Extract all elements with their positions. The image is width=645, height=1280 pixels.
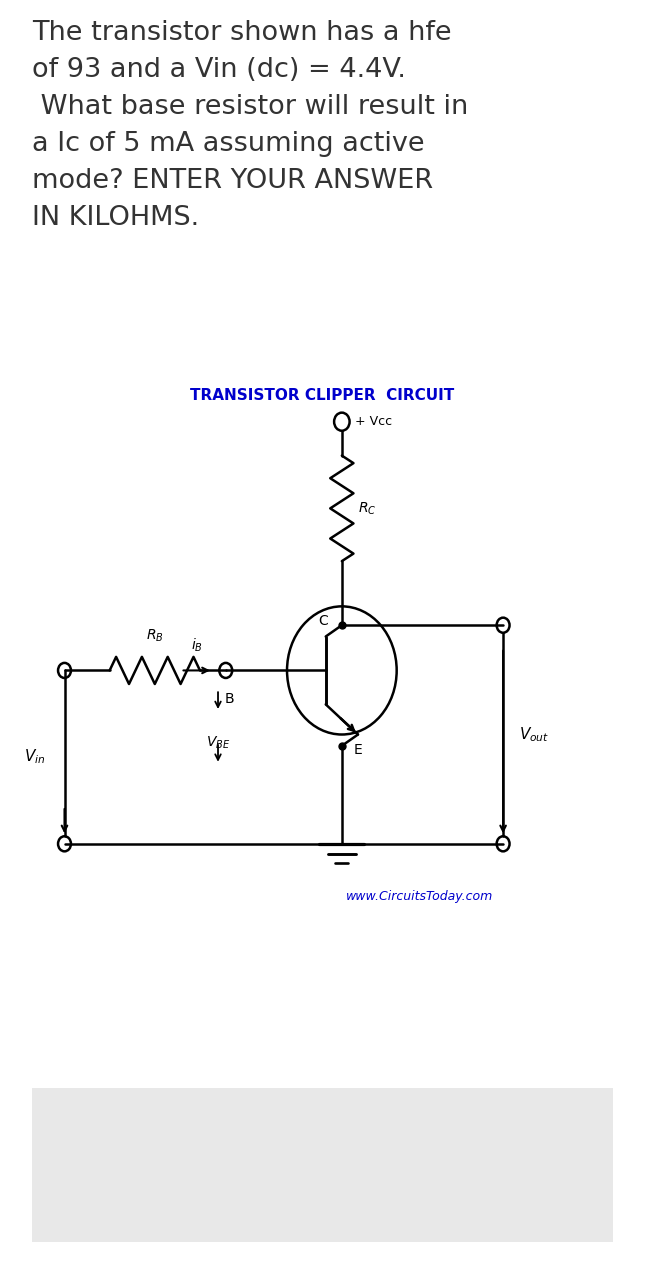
- Text: B: B: [224, 691, 233, 705]
- Text: $V_{in}$: $V_{in}$: [24, 748, 45, 767]
- Text: E: E: [353, 742, 362, 756]
- Text: $i_B$: $i_B$: [191, 636, 203, 654]
- Text: $V_{BE}$: $V_{BE}$: [206, 735, 230, 751]
- Text: TRANSISTOR CLIPPER  CIRCUIT: TRANSISTOR CLIPPER CIRCUIT: [190, 388, 455, 403]
- Text: www.CircuitsToday.com: www.CircuitsToday.com: [346, 890, 493, 904]
- FancyBboxPatch shape: [21, 1085, 624, 1244]
- Text: C: C: [318, 614, 328, 628]
- Text: The transistor shown has a hfe
of 93 and a Vin (dc) = 4.4V.
 What base resistor : The transistor shown has a hfe of 93 and…: [32, 20, 468, 232]
- Text: $R_B$: $R_B$: [146, 627, 164, 644]
- Text: + Vcc: + Vcc: [355, 415, 392, 429]
- Text: $V_{out}$: $V_{out}$: [519, 726, 550, 744]
- Text: $R_C$: $R_C$: [358, 500, 377, 517]
